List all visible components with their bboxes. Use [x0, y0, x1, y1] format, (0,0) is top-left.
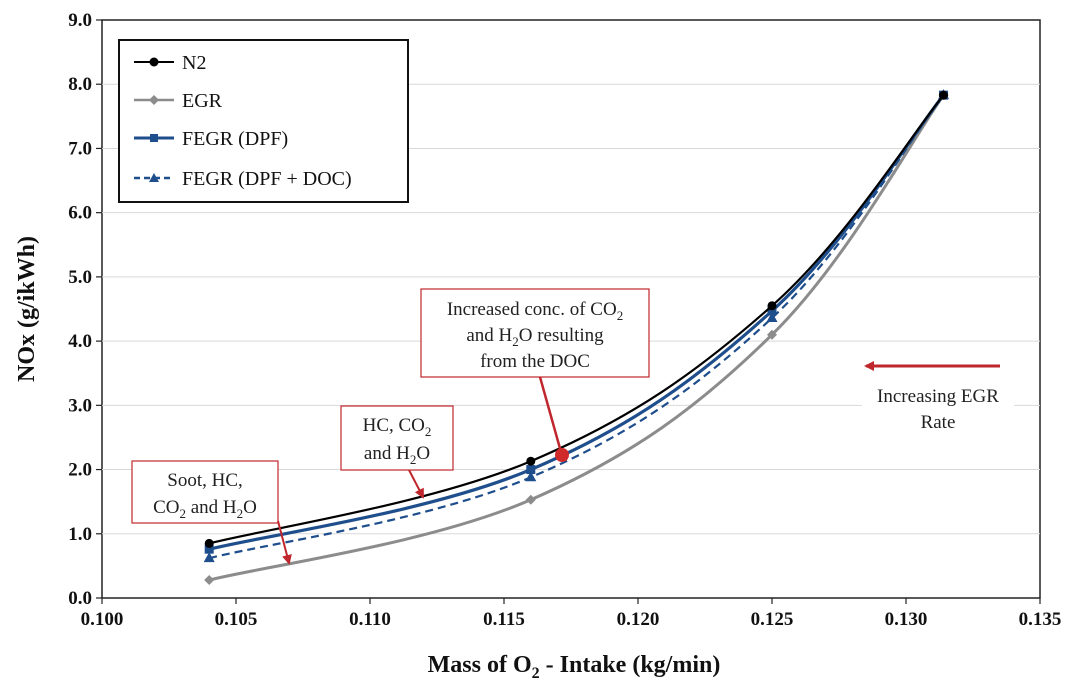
series-line-fegr-dpf-doc — [208, 94, 945, 560]
data-point-egr — [767, 329, 777, 340]
legend-marker-fegr-dpf — [150, 134, 158, 142]
y-tick-label: 3.0 — [68, 395, 92, 416]
y-tick-label: 1.0 — [68, 524, 92, 545]
data-point-fegr-dpf-doc — [766, 311, 778, 322]
data-point-fegr-dpf — [767, 306, 777, 316]
y-tick-label: 0.0 — [68, 588, 92, 609]
annotation-egr-rate-line1: Increasing EGR — [877, 386, 999, 407]
annotation-doc-box — [420, 288, 650, 378]
annotation-hc-line1: HC, CO2 — [363, 415, 432, 439]
legend-box — [118, 39, 409, 203]
data-point-n2 — [526, 456, 536, 466]
x-tick-label: 0.110 — [349, 609, 391, 630]
annotation-soot-line2: CO2 and H2O — [153, 497, 257, 521]
y-tick-label: 2.0 — [68, 460, 92, 481]
legend-marker-n2 — [149, 57, 159, 67]
annotation-hc-arrow — [408, 469, 424, 499]
annotation-doc-line2: and H2O resulting — [466, 325, 604, 349]
data-point-n2 — [939, 90, 949, 100]
y-axis-title: NOx (g/ikWh) — [14, 236, 40, 382]
y-tick-label: 6.0 — [68, 203, 92, 224]
data-point-egr — [525, 494, 536, 505]
series-line-egr — [208, 94, 945, 582]
legend-marker-fegr-dpf-doc — [149, 173, 159, 182]
annotation-soot-box — [131, 460, 279, 524]
annotation-doc-dot — [555, 448, 569, 462]
legend-label-fegr-dpf-doc: FEGR (DPF + DOC) — [182, 168, 352, 190]
x-tick-label: 0.115 — [483, 609, 525, 630]
y-tick-label: 8.0 — [68, 74, 92, 95]
x-axis-title-main: Mass of O — [428, 652, 532, 678]
data-point-fegr-dpf-doc — [525, 471, 537, 482]
annotation-doc-line3: from the DOC — [480, 351, 590, 372]
annotation-hc-line2: and H2O — [364, 443, 430, 467]
series-line-n2 — [208, 94, 945, 545]
annotation-soot-line1: Soot, HC, — [167, 470, 243, 491]
legend-label-fegr-dpf: FEGR (DPF) — [182, 128, 288, 150]
y-tick-label: 9.0 — [68, 10, 92, 31]
series-layer — [203, 89, 950, 586]
y-tick-label: 5.0 — [68, 267, 92, 288]
tick-layer: 0.0 1.0 2.0 3.0 4.0 5.0 6.0 7.0 8.0 9.0 0.100 0.105… — [68, 10, 1061, 630]
legend-marker-egr — [149, 95, 159, 105]
y-tick-label: 7.0 — [68, 138, 92, 159]
series-line-fegr-dpf — [208, 94, 945, 551]
x-axis-title: Mass of O2 - Intake (kg/min) — [428, 652, 721, 678]
data-point-n2 — [204, 538, 214, 548]
x-axis-title-tail: - Intake (kg/min) — [540, 652, 721, 678]
data-point-fegr-dpf — [526, 465, 536, 475]
annotation-doc: Increased conc. of CO2 and H2O resulting… — [420, 288, 650, 462]
x-tick-label: 0.120 — [617, 609, 660, 630]
annotation-egr-rate: Increasing EGR Rate — [862, 361, 1014, 446]
x-axis-title-sub: 2 — [532, 665, 540, 678]
annotation-doc-pointer — [538, 376, 563, 453]
annotation-egr-rate-box — [862, 380, 1014, 446]
annotation-hc: HC, CO2 and H2O — [340, 405, 454, 499]
data-point-fegr-dpf-doc — [203, 552, 215, 563]
data-point-egr — [204, 575, 215, 586]
legend: N2 EGR FEGR (DPF) FEGR (DPF + DOC) — [118, 39, 409, 203]
legend-label-egr: EGR — [182, 90, 223, 112]
x-tick-label: 0.105 — [215, 609, 258, 630]
x-tick-label: 0.100 — [81, 609, 124, 630]
plot-frame — [101, 19, 1041, 599]
x-tick-label: 0.135 — [1019, 609, 1062, 630]
legend-label-n2: N2 — [182, 52, 206, 74]
x-tick-label: 0.130 — [885, 609, 928, 630]
annotation-doc-line1: Increased conc. of CO2 — [447, 299, 623, 323]
data-point-n2 — [767, 301, 777, 311]
annotation-egr-rate-line2: Rate — [921, 412, 956, 433]
annotation-soot: Soot, HC, CO2 and H2O — [131, 460, 292, 565]
annotation-hc-box — [340, 405, 454, 471]
data-point-fegr-dpf — [204, 544, 214, 554]
x-tick-label: 0.125 — [751, 609, 794, 630]
annotation-soot-arrow — [277, 520, 292, 565]
y-tick-label: 4.0 — [68, 331, 92, 352]
